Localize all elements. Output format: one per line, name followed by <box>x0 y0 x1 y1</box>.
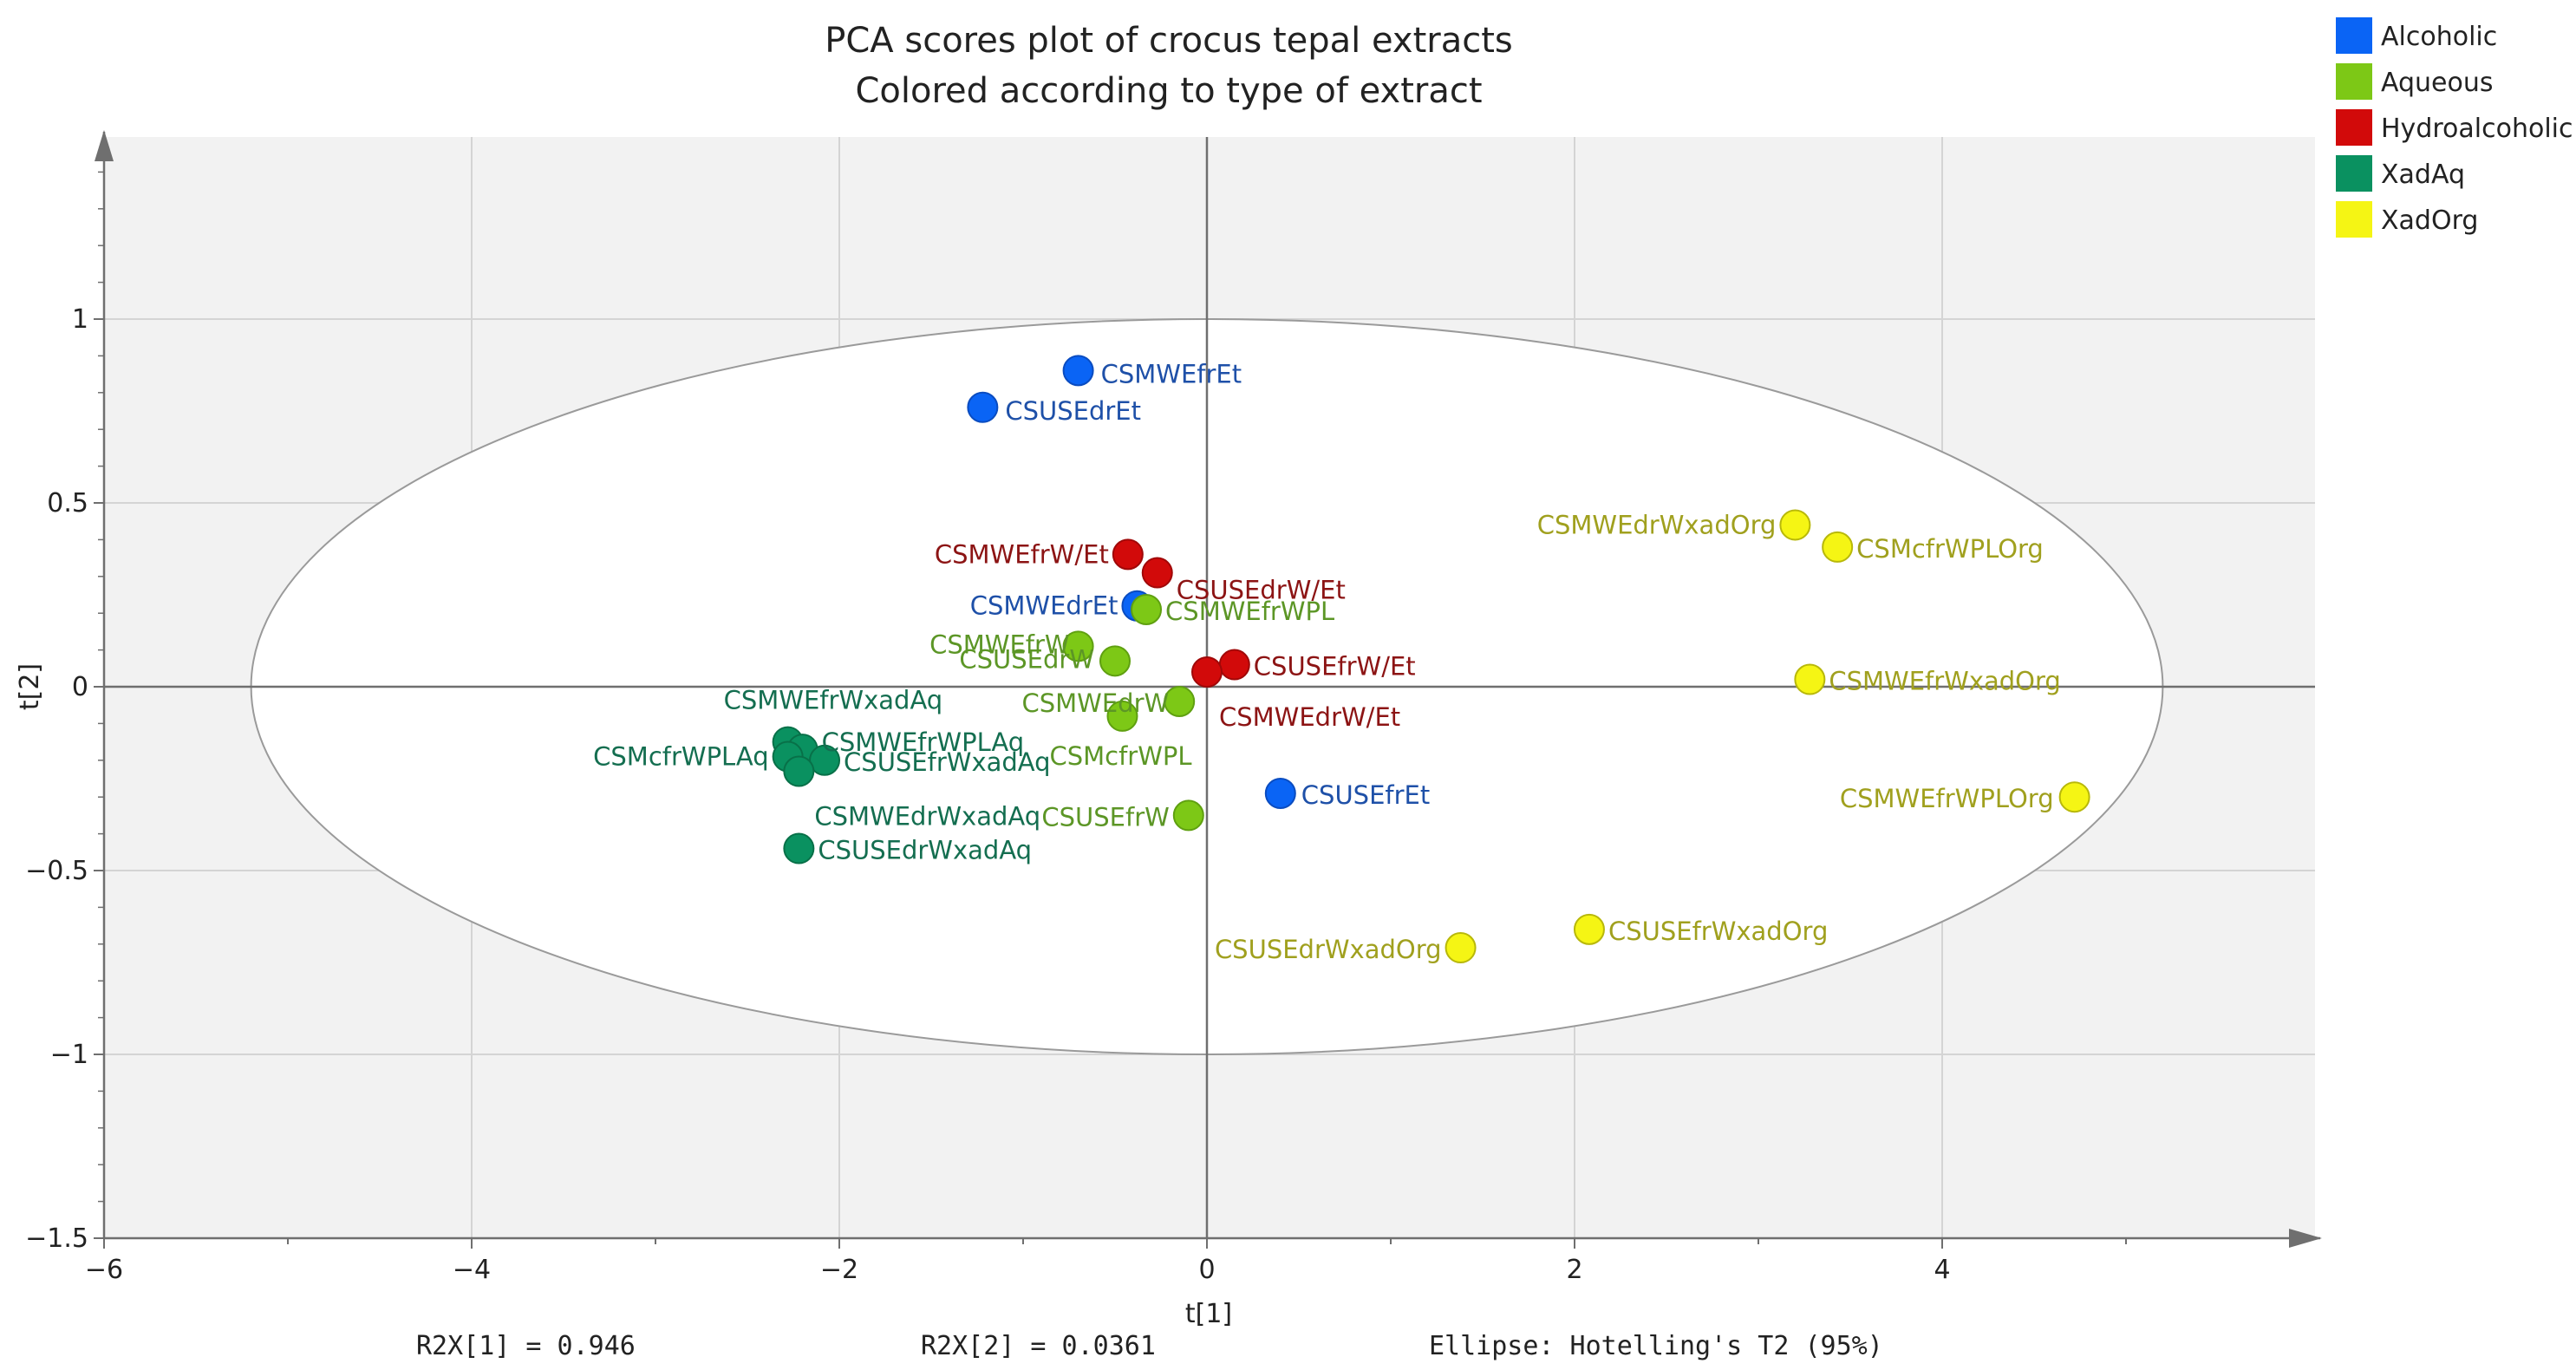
y-tick-label-4: 0.5 <box>47 488 88 519</box>
point-label-alcoholic-3: CSUSEfrEt <box>1301 780 1430 810</box>
point-xadorg-5 <box>1445 932 1477 964</box>
point-xadorg-1 <box>1822 531 1854 563</box>
y-axis-arrow <box>95 130 114 161</box>
point-label-xadorg-0: CSMWEdrWxadOrg <box>1537 510 1777 539</box>
point-label-xadorg-4: CSUSEfrWxadOrg <box>1608 917 1828 946</box>
legend-swatch-alcoholic <box>2336 17 2372 54</box>
footer-stats: R2X[1] = 0.946 R2X[2] = 0.0361 Ellipse: … <box>416 1331 1883 1361</box>
legend: Alcoholic Aqueous Hydroalcoholic XadAq XadOr… <box>2336 17 2573 238</box>
legend-swatch-xadorg <box>2336 201 2372 238</box>
point-label-xadaq-3: CSUSEfrWxadAq <box>844 747 1051 777</box>
point-label-hydroalcoholic-3: CSMWEdrW/Et <box>1219 702 1400 732</box>
chart-title-line-1: PCA scores plot of crocus tepal extracts <box>825 21 1513 61</box>
point-label-aqueous-3: CSMWEdrW <box>1022 688 1170 718</box>
point-label-xadaq-5: CSUSEdrWxadAq <box>818 836 1032 865</box>
point-label-hydroalcoholic-0: CSMWEfrW/Et <box>935 539 1109 569</box>
point-hydroalcoholic-1 <box>1141 557 1173 589</box>
point-xadorg-4 <box>1573 913 1605 945</box>
y-axis-label: t[2] <box>15 663 45 710</box>
x-tick-label-1: −4 <box>453 1255 491 1285</box>
x-tick-label-3: 0 <box>1198 1255 1215 1285</box>
point-aqueous-2 <box>1099 645 1131 677</box>
point-xadorg-3 <box>2058 781 2090 813</box>
point-label-aqueous-2: CSUSEdrW <box>959 644 1094 674</box>
y-tick-label-1: −1 <box>50 1040 88 1070</box>
point-label-xadorg-3: CSMWEfrWPLOrg <box>1840 784 2054 813</box>
legend-label-aqueous: Aqueous <box>2381 68 2494 98</box>
point-label-xadaq-0: CSMWEfrWxadAq <box>724 686 943 715</box>
point-label-aqueous-1: CSMWEfrW <box>929 630 1069 659</box>
point-xadorg-0 <box>1779 509 1811 541</box>
legend-label-alcoholic: Alcoholic <box>2381 22 2497 52</box>
point-label-xadaq-1: CSMWEfrWPLAq <box>822 727 1025 757</box>
point-hydroalcoholic-2 <box>1218 649 1250 681</box>
point-label-xadorg-2: CSMWEfrWxadOrg <box>1829 667 2060 696</box>
axis-ticks: −6 −4 −2 0 2 4 −1.5 −1 −0.5 0 0.5 1 <box>25 171 2127 1285</box>
point-aqueous-0 <box>1131 593 1163 625</box>
point-aqueous-4 <box>1106 700 1138 732</box>
point-aqueous-3 <box>1164 685 1196 717</box>
point-label-alcoholic-1: CSUSEdrEt <box>1005 396 1141 426</box>
point-aqueous-5 <box>1172 799 1204 832</box>
x-tick-label-4: 2 <box>1566 1255 1582 1285</box>
point-xadaq-4 <box>783 755 815 787</box>
point-label-xadaq-4: CSMWEdrWxadAq <box>814 802 1040 832</box>
legend-label-xadorg: XadOrg <box>2381 206 2478 236</box>
point-label-hydroalcoholic-1: CSUSEdrW/Et <box>1177 576 1346 605</box>
footer-r2x1: R2X[1] = 0.946 <box>416 1331 636 1361</box>
point-hydroalcoholic-3 <box>1191 656 1223 688</box>
data-points <box>772 355 2090 964</box>
legend-label-hydroalcoholic: Hydroalcoholic <box>2381 114 2573 144</box>
point-label-alcoholic-2: CSMWEdrEt <box>970 591 1118 621</box>
point-hydroalcoholic-0 <box>1112 538 1144 571</box>
point-labels: CSMWEfrEt CSUSEdrEt CSMWEdrEt CSUSEfrEt CSMW… <box>593 359 2061 964</box>
footer-r2x2: R2X[2] = 0.0361 <box>921 1331 1156 1361</box>
point-xadorg-2 <box>1794 663 1826 695</box>
point-label-alcoholic-0: CSMWEfrEt <box>1101 359 1242 388</box>
y-tick-label-0: −1.5 <box>25 1223 88 1254</box>
legend-swatch-xadaq <box>2336 155 2372 192</box>
y-tick-label-3: 0 <box>72 672 88 702</box>
point-alcoholic-0 <box>1062 355 1094 387</box>
legend-swatch-aqueous <box>2336 63 2372 100</box>
point-xadaq-5 <box>783 832 815 864</box>
footer-ellipse-note: Ellipse: Hotelling's T2 (95%) <box>1429 1331 1883 1361</box>
y-tick-label-2: −0.5 <box>25 856 88 886</box>
point-label-aqueous-4: CSMcfrWPL <box>1049 741 1191 771</box>
point-aqueous-1 <box>1062 630 1094 662</box>
point-label-hydroalcoholic-2: CSUSEfrW/Et <box>1254 652 1416 682</box>
point-label-aqueous-0: CSMWEfrWPL <box>1165 597 1334 626</box>
y-tick-label-5: 1 <box>72 304 88 335</box>
legend-label-xadaq: XadAq <box>2381 160 2465 190</box>
x-tick-label-0: −6 <box>85 1255 123 1285</box>
point-label-xadorg-5: CSUSEdrWxadOrg <box>1215 935 1442 964</box>
legend-swatch-hydroalcoholic <box>2336 109 2372 146</box>
point-alcoholic-3 <box>1264 777 1296 809</box>
point-alcoholic-1 <box>967 391 999 423</box>
point-label-aqueous-5: CSUSEfrW <box>1041 802 1169 832</box>
point-label-xadaq-2: CSMcfrWPLAq <box>593 742 768 772</box>
x-tick-label-5: 4 <box>1934 1255 1950 1285</box>
x-axis-label: t[1] <box>1185 1299 1232 1329</box>
x-tick-label-2: −2 <box>820 1255 858 1285</box>
chart-title-line-2: Colored according to type of extract <box>855 71 1482 111</box>
point-label-xadorg-1: CSMcfrWPLOrg <box>1856 534 2044 564</box>
chart-title: PCA scores plot of crocus tepal extracts… <box>825 21 1513 111</box>
x-axis-arrow <box>2289 1229 2322 1248</box>
